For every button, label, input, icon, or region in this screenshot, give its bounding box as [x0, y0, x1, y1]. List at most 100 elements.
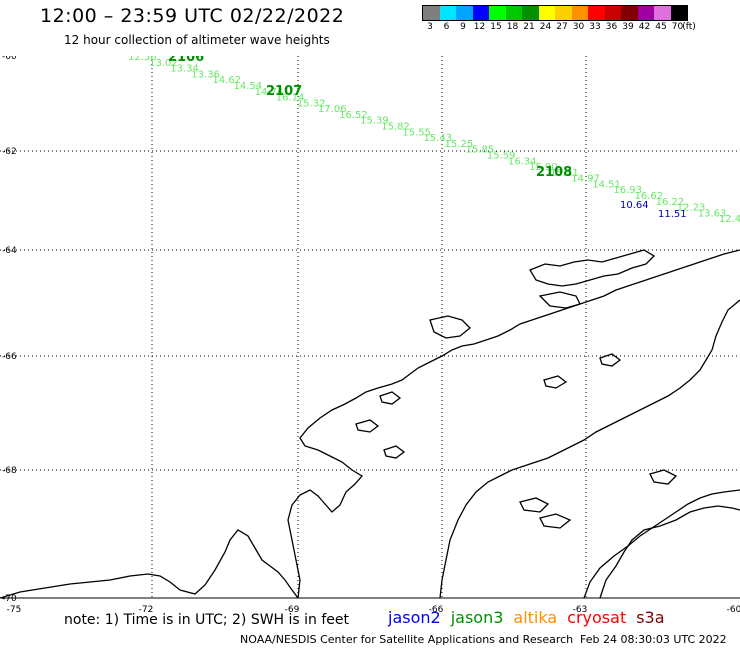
swh-value-label: 13.63 — [698, 208, 727, 219]
swh-value-label: 14.51 — [592, 179, 621, 190]
scale-label: 70 — [671, 22, 684, 32]
swh-value-label: 16.93 — [613, 185, 642, 196]
swh-value-label: 14.74 — [255, 87, 284, 98]
scale-label: 30 — [572, 22, 585, 32]
scale-swatch — [423, 6, 440, 20]
scale-swatch — [604, 6, 621, 20]
mission-legend: jason2 jason3 altika cryosat s3a — [388, 608, 675, 627]
scale-swatch — [654, 6, 671, 20]
scale-swatch — [670, 6, 687, 20]
latitude-label: -62 — [2, 147, 17, 157]
credit-timestamp: Feb 24 08:30:03 UTC 2022 — [580, 633, 727, 646]
swh-value-label: 14.62 — [212, 75, 241, 86]
scale-label: 39 — [622, 22, 634, 32]
latitude-label: -60 — [2, 56, 17, 62]
swh-value-label: 13.02 — [149, 58, 178, 69]
island-7 — [519, 497, 550, 513]
scale-label: 3 — [427, 22, 433, 32]
latitude-label: -70 — [2, 594, 17, 604]
peninsula-east-coast — [439, 299, 740, 599]
island-3 — [379, 391, 402, 405]
island-4 — [355, 419, 380, 433]
mission-name: jason3 — [450, 608, 504, 627]
scale-label: 27 — [556, 22, 568, 32]
island-5 — [543, 375, 568, 389]
weddell-coast — [583, 489, 740, 599]
axis-labels: -60 -62 -64 -66 -68 -70-75 -72 -69 -66 -63 -60 — [2, 56, 740, 612]
swh-value-label: 13.36 — [191, 69, 220, 80]
island-1 — [429, 315, 471, 339]
scale-swatch — [637, 6, 654, 20]
swh-value-label: 15.32 — [297, 98, 326, 109]
swh-value-label: 16.34 — [508, 156, 537, 167]
swh-value-label: 12.48 — [719, 214, 740, 225]
longitude-label: -72 — [139, 605, 154, 612]
swh-value-label: 11.51 — [658, 209, 687, 220]
mission-name: altika — [513, 608, 558, 627]
credit-text: NOAA/NESDIS Center for Satellite Applica… — [240, 633, 574, 646]
graticule — [0, 56, 740, 599]
scale-swatch — [538, 6, 555, 20]
footer-note: note: 1) Time is in UTC; 2) SWH is in fe… — [64, 612, 350, 628]
scale-unit: (ft) — [682, 22, 696, 32]
swh-value-label: 16.52 — [339, 110, 368, 121]
credit-line: NOAA/NESDIS Center for Satellite Applica… — [240, 633, 727, 646]
scale-label: 18 — [506, 22, 519, 32]
island-9 — [649, 469, 678, 485]
pass-id-label: 2107 — [266, 84, 302, 99]
swh-value-label: 17.06 — [318, 104, 347, 115]
swh-value-label: 15.25 — [445, 139, 474, 150]
swh-value-label: 15.85 — [466, 145, 495, 156]
latitude-label: -68 — [2, 466, 17, 476]
scale-swatch — [505, 6, 522, 20]
scale-swatch — [588, 6, 605, 20]
longitude-label: -60 — [727, 605, 740, 612]
island-8 — [539, 513, 572, 529]
longitude-label: -69 — [285, 605, 300, 612]
longitude-label: -75 — [7, 605, 22, 612]
island-6 — [383, 445, 406, 459]
scale-swatch — [522, 6, 539, 20]
map-subtitle: 12 hour collection of altimeter wave hei… — [64, 33, 330, 47]
latitude-label: -66 — [2, 352, 17, 362]
map-title: 12:00 – 23:59 UTC 02/22/2022 — [40, 5, 345, 27]
antarctic-peninsula-coast — [0, 529, 299, 599]
scale-label: 42 — [638, 22, 651, 32]
inland-coast — [599, 505, 740, 599]
scale-label: 21 — [523, 22, 535, 32]
swh-value-label: 12.23 — [677, 203, 706, 214]
swh-value-label: 10.64 — [620, 200, 649, 211]
scale-label: 45 — [655, 22, 667, 32]
longitude-label: -63 — [573, 605, 588, 612]
swh-value-label: 15.90 — [529, 162, 558, 173]
altimeter-track: 12.5613.0213.3413.3614.6214.5414.7416.14… — [128, 56, 740, 225]
shetland-islands — [529, 249, 656, 287]
scale-label: 15 — [490, 22, 502, 32]
scale-swatch — [489, 6, 506, 20]
swh-value-label: 16.14 — [276, 93, 305, 104]
swh-value-label: 15.39 — [360, 116, 389, 127]
swh-value-label: 14.97 — [571, 174, 600, 185]
scale-swatch — [439, 6, 456, 20]
scale-label: 33 — [589, 22, 601, 32]
swh-value-label: 15.59 — [487, 150, 516, 161]
swh-value-label: 16.62 — [634, 191, 663, 202]
longitude-label: -66 — [429, 605, 444, 612]
map-panel: -60 -62 -64 -66 -68 -70-75 -72 -69 -66 -63 -60 12.… — [0, 56, 740, 612]
scale-swatch — [555, 6, 572, 20]
scale-label: 24 — [539, 22, 552, 32]
swh-value-label: 13.34 — [170, 64, 199, 75]
swh-value-label: 15.21 — [550, 168, 579, 179]
swh-value-label: 12.56 — [128, 56, 157, 63]
scale-label: 36 — [605, 22, 618, 32]
swh-value-label: 15.43 — [423, 133, 452, 144]
scale-swatch — [571, 6, 588, 20]
swh-value-label: 15.55 — [402, 127, 431, 138]
pass-id-label: 2106 — [168, 56, 204, 65]
peninsula-west-coast — [287, 249, 740, 599]
island-2 — [538, 291, 581, 309]
coastline — [0, 249, 740, 599]
swh-value-label: 15.82 — [381, 122, 410, 133]
pass-id-label: 2108 — [536, 165, 572, 180]
mission-name: s3a — [636, 608, 665, 627]
